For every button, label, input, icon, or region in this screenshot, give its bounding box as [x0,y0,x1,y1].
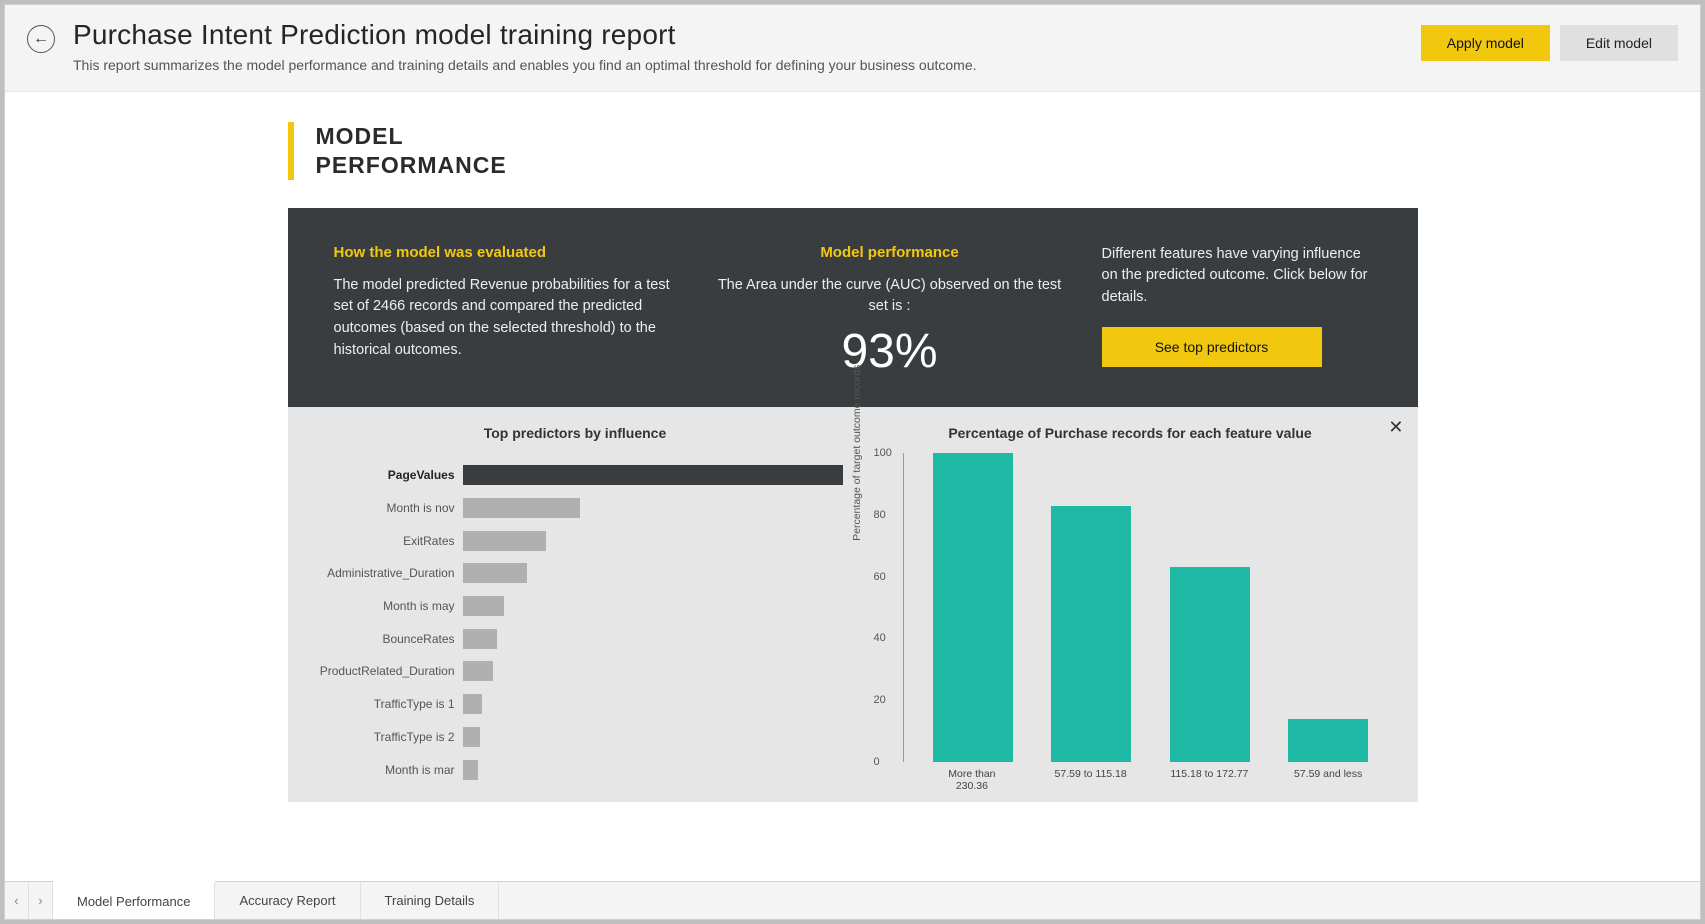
predictor-bar-fill [463,727,480,747]
predictor-label: Month is nov [308,501,463,515]
predictor-bar-fill [463,531,547,551]
close-charts-button[interactable]: ✕ [1388,417,1403,438]
feature-bar[interactable] [933,453,1013,762]
predictor-row[interactable]: Administrative_Duration [308,559,843,587]
predictor-bar-track [463,727,843,747]
section-title: MODEL PERFORMANCE [288,122,1418,180]
tab-prev-button[interactable]: ‹ [5,882,29,919]
predictor-row[interactable]: TrafficType is 2 [308,723,843,751]
charts-area: ✕ Top predictors by influence PageValues… [288,407,1418,802]
y-tick-label: 0 [874,756,880,768]
predictors-chart: Top predictors by influence PageValues Mo… [308,425,843,792]
predictor-label: ExitRates [308,534,463,548]
predictor-bar-fill [463,694,482,714]
predictor-label: Administrative_Duration [308,566,463,580]
predictor-bar-track [463,629,843,649]
page-tab[interactable]: Training Details [361,882,500,919]
predictor-bar-track [463,661,843,681]
predictor-bar-fill [463,465,843,485]
predictor-row[interactable]: PageValues [308,461,843,489]
report-body: MODEL PERFORMANCE How the model was eval… [288,122,1418,881]
perf-body: The Area under the curve (AUC) observed … [718,275,1062,319]
predictor-bar-track [463,563,843,583]
predictor-bar-fill [463,629,497,649]
back-button[interactable]: ← [27,25,55,53]
chevron-left-icon: ‹ [14,893,18,908]
see-top-predictors-button[interactable]: See top predictors [1102,327,1322,367]
header-text: Purchase Intent Prediction model trainin… [73,19,1403,73]
predictor-row[interactable]: Month is may [308,592,843,620]
eval-body: The model predicted Revenue probabilitie… [334,275,678,362]
apply-model-button[interactable]: Apply model [1421,25,1550,61]
y-tick-label: 100 [874,447,892,459]
back-arrow-icon: ← [33,30,49,48]
predictor-bar-track [463,498,843,518]
feature-category-label: 115.18 to 172.77 [1169,768,1249,792]
section-title-line1: MODEL [316,123,404,149]
predictors-bars: PageValues Month is nov ExitRates Administr… [308,453,843,792]
predictor-row[interactable]: BounceRates [308,625,843,653]
eval-heading: How the model was evaluated [334,244,678,261]
feature-bar[interactable] [1288,719,1368,762]
features-body: Different features have varying influenc… [1102,244,1372,309]
predictor-row[interactable]: Month is nov [308,494,843,522]
predictor-label: BounceRates [308,632,463,646]
predictors-chart-title: Top predictors by influence [308,425,843,441]
features-column: Different features have varying influenc… [1102,244,1372,380]
predictor-bar-track [463,596,843,616]
predictor-label: ProductRelated_Duration [308,664,463,678]
predictor-bar-track [463,465,843,485]
page-tab[interactable]: Model Performance [53,881,215,919]
predictor-bar-fill [463,760,478,780]
performance-column: Model performance The Area under the cur… [718,244,1062,380]
edit-model-button[interactable]: Edit model [1560,25,1678,61]
predictor-bar-fill [463,596,505,616]
y-tick-label: 20 [874,694,886,706]
predictor-label: Month is may [308,599,463,613]
predictor-row[interactable]: Month is mar [308,756,843,784]
y-tick-label: 80 [874,509,886,521]
predictor-label: PageValues [308,468,463,482]
eval-column: How the model was evaluated The model pr… [334,244,678,380]
feature-bar[interactable] [1051,506,1131,762]
y-tick-label: 60 [874,571,886,583]
section-title-line2: PERFORMANCE [316,152,507,178]
close-icon: ✕ [1388,417,1403,437]
y-tick-label: 40 [874,632,886,644]
predictor-label: Month is mar [308,763,463,777]
predictor-label: TrafficType is 2 [308,730,463,744]
report-frame: ← Purchase Intent Prediction model train… [4,4,1701,920]
feature-chart: Percentage of Purchase records for each … [863,425,1398,792]
header-actions: Apply model Edit model [1421,25,1678,61]
predictor-row[interactable]: TrafficType is 1 [308,690,843,718]
predictor-row[interactable]: ExitRates [308,527,843,555]
perf-heading: Model performance [718,244,1062,261]
predictor-bar-fill [463,661,493,681]
content-area: MODEL PERFORMANCE How the model was eval… [5,92,1700,881]
page-title: Purchase Intent Prediction model trainin… [73,19,1403,51]
chevron-right-icon: › [38,893,42,908]
y-axis-label: Percentage of target outcome records [851,364,863,540]
feature-category-label: 57.59 and less [1288,768,1368,792]
page-tabs: ‹ › Model PerformanceAccuracy ReportTrai… [5,881,1700,919]
auc-value: 93% [718,324,1062,379]
predictor-row[interactable]: ProductRelated_Duration [308,657,843,685]
feature-bar[interactable] [1170,567,1250,762]
predictor-bar-fill [463,563,528,583]
feature-category-label: More than 230.36 [932,768,1012,792]
feature-bars: Percentage of target outcome records 020… [863,453,1398,792]
predictor-bar-track [463,531,843,551]
predictor-bar-fill [463,498,581,518]
feature-chart-title: Percentage of Purchase records for each … [863,425,1398,441]
page-tab[interactable]: Accuracy Report [215,882,360,919]
predictor-bar-track [463,760,843,780]
predictor-label: TrafficType is 1 [308,697,463,711]
page-subtitle: This report summarizes the model perform… [73,57,1403,73]
report-header: ← Purchase Intent Prediction model train… [5,5,1700,92]
feature-category-label: 57.59 to 115.18 [1051,768,1131,792]
tab-next-button[interactable]: › [29,882,53,919]
predictor-bar-track [463,694,843,714]
